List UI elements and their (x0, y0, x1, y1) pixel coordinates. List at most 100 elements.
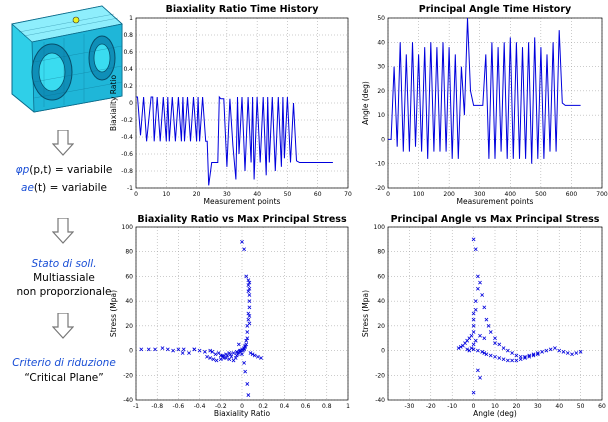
data-point (246, 393, 251, 397)
y-axis-label: Angle (deg) (361, 81, 370, 125)
data-point (458, 344, 463, 349)
x-axis-label: Biaxiality Ratio (214, 409, 271, 418)
y-tick-label: 0 (381, 348, 385, 355)
data-point (478, 280, 482, 285)
x-tick-label: 0 (134, 191, 138, 198)
data-point (160, 346, 165, 350)
x-tick-label: 0 (472, 403, 476, 410)
data-point (176, 347, 181, 352)
x-tick-label: 20 (193, 191, 201, 198)
state-line-1: Multiassiale (33, 272, 95, 284)
x-tick-label: -1 (133, 403, 139, 410)
data-point (480, 293, 485, 297)
data-point (256, 354, 260, 359)
x-tick-label: 70 (344, 191, 352, 198)
data-point (475, 286, 480, 291)
x-axis-label: Measurement points (204, 197, 281, 206)
data-point (242, 361, 247, 365)
y-tick-label: 50 (377, 15, 385, 22)
data-point (482, 336, 487, 341)
angle-vs-stress-chart: Principal Angle vs Max Principal Stress -… (361, 214, 606, 418)
x-tick-label: 60 (314, 191, 322, 198)
data-point (192, 347, 197, 352)
data-point (229, 354, 234, 359)
chart-title: Principal Angle Time History (419, 4, 572, 15)
data-point (488, 330, 493, 334)
y-tick-label: 0.4 (123, 66, 133, 73)
plot-frame (135, 226, 349, 401)
data-point (244, 274, 249, 279)
data-point (240, 352, 244, 357)
data-point (208, 348, 213, 353)
data-point (221, 353, 225, 358)
x-tick-label: 20 (513, 403, 521, 410)
data-point (473, 299, 478, 304)
x-tick-label: -0.4 (194, 403, 206, 410)
y-tick-label: -10 (375, 161, 385, 168)
data-point (473, 338, 478, 343)
y-tick-label: 20 (377, 88, 385, 95)
data-point (244, 342, 249, 347)
data-point (505, 348, 510, 353)
data-point (236, 342, 241, 347)
x-tick-label: 50 (577, 403, 585, 410)
data-point (456, 346, 461, 350)
data-point (247, 286, 252, 291)
data-point (245, 382, 250, 386)
y-tick-label: 20 (377, 323, 385, 330)
data-point (471, 237, 476, 242)
variable-line-1: φp(p,t) = variabile (0, 164, 128, 176)
data-point (523, 356, 527, 360)
data-point (471, 347, 476, 352)
x-tick-label: 0.4 (280, 403, 290, 410)
y-tick-label: 0 (381, 136, 385, 143)
data-point (531, 353, 536, 358)
data-point (473, 247, 478, 252)
x-tick-label: -30 (404, 403, 414, 410)
data-point (544, 348, 549, 353)
data-point (171, 348, 175, 353)
data-point (247, 305, 252, 310)
x-tick-label: 0 (386, 191, 390, 198)
data-point (471, 330, 476, 334)
y-tick-label: 80 (377, 249, 385, 256)
y-tick-label: 1 (129, 15, 133, 22)
data-point (518, 357, 523, 362)
y-tick-label: -20 (123, 372, 133, 379)
phi-symbol: φp (15, 164, 30, 176)
data-point (574, 351, 579, 355)
y-tick-label: 40 (377, 298, 385, 305)
data-point (540, 349, 544, 354)
data-point (252, 353, 257, 358)
data-point (548, 347, 553, 352)
y-tick-label: -0.2 (121, 117, 133, 124)
y-axis-label: Biaxiality Ratio (109, 75, 118, 132)
component-3d-model (11, 5, 123, 113)
data-point (497, 356, 502, 360)
data-point (578, 349, 583, 354)
x-tick-label: 60 (598, 403, 606, 410)
data-point (471, 311, 476, 316)
plot-frame (387, 226, 603, 401)
data-point (243, 344, 248, 349)
state-line-2: non proporzionale (16, 286, 112, 298)
x-axis-label: Angle (deg) (473, 409, 517, 418)
data-point (471, 317, 476, 322)
data-point (553, 346, 557, 350)
data-point (475, 274, 480, 279)
down-arrow-icon (52, 218, 74, 244)
data-point (227, 351, 232, 355)
x-tick-label: 0.2 (258, 403, 268, 410)
y-tick-label: 0 (129, 348, 133, 355)
y-tick-label: -20 (375, 372, 385, 379)
x-tick-label: -20 (426, 403, 436, 410)
x-tick-label: 300 (474, 191, 486, 198)
x-tick-label: 10 (162, 191, 170, 198)
data-point (187, 351, 191, 355)
data-point (259, 356, 263, 360)
data-point (514, 353, 519, 358)
y-tick-label: 20 (125, 323, 133, 330)
data-point (197, 348, 202, 353)
data-point (527, 354, 532, 359)
data-point (475, 348, 480, 353)
